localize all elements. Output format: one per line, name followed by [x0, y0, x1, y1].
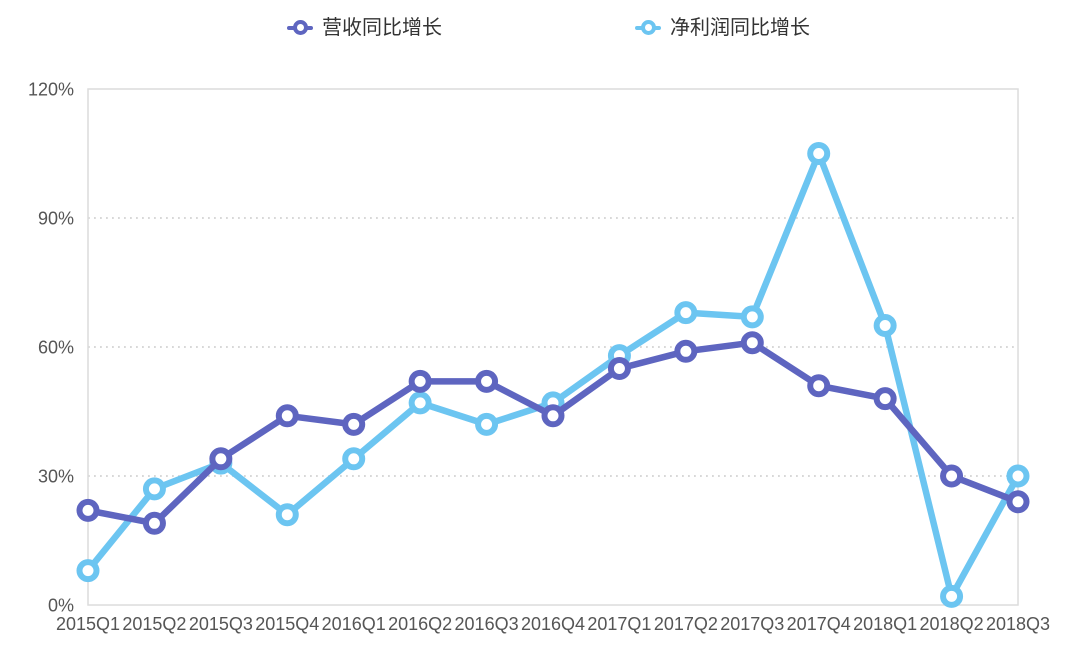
- y-axis-tick-label: 30%: [38, 467, 74, 487]
- legend-label: 净利润同比增长: [670, 17, 810, 39]
- data-point-net-profit-yoy-2017Q2[interactable]: [674, 301, 698, 325]
- data-point-net-profit-yoy-2018Q3[interactable]: [1006, 464, 1030, 488]
- x-axis-tick-label: 2018Q2: [920, 614, 984, 634]
- data-point-revenue-yoy-2016Q3[interactable]: [475, 369, 499, 393]
- line-hollow-circle-marker-icon: [287, 20, 313, 35]
- data-point-revenue-yoy-2015Q1[interactable]: [76, 498, 100, 522]
- data-point-net-profit-yoy-2017Q4[interactable]: [807, 142, 831, 165]
- legend: 营收同比增长 净利润同比增长: [0, 0, 1080, 52]
- y-axis-tick-label: 120%: [28, 80, 74, 100]
- x-axis-tick-label: 2015Q2: [122, 614, 186, 634]
- y-axis-tick-label: 90%: [38, 209, 74, 229]
- data-point-revenue-yoy-2018Q2[interactable]: [940, 464, 964, 488]
- data-point-revenue-yoy-2017Q3[interactable]: [740, 331, 764, 355]
- x-axis-tick-label: 2016Q3: [455, 614, 519, 634]
- data-point-net-profit-yoy-2016Q1[interactable]: [342, 447, 366, 471]
- data-point-revenue-yoy-2017Q1[interactable]: [607, 357, 631, 380]
- data-point-revenue-yoy-2015Q3[interactable]: [209, 447, 233, 471]
- x-axis-tick-label: 2016Q4: [521, 614, 585, 634]
- legend-item-revenue-yoy[interactable]: 营收同比增长: [287, 17, 442, 38]
- data-point-net-profit-yoy-2018Q1[interactable]: [873, 314, 897, 337]
- data-point-revenue-yoy-2018Q1[interactable]: [873, 387, 897, 411]
- x-axis-tick-label: 2018Q1: [853, 614, 917, 634]
- data-point-revenue-yoy-2016Q4[interactable]: [541, 404, 565, 428]
- legend-ring-swatch: [293, 20, 308, 35]
- data-point-revenue-yoy-2018Q3[interactable]: [1006, 490, 1030, 514]
- plot-border: [87, 88, 1019, 606]
- data-point-net-profit-yoy-2018Q2[interactable]: [940, 584, 964, 608]
- x-axis-tick-label: 2016Q2: [388, 614, 452, 634]
- data-point-revenue-yoy-2016Q2[interactable]: [408, 369, 432, 393]
- x-axis-tick-label: 2018Q3: [986, 614, 1050, 634]
- data-point-net-profit-yoy-2016Q2[interactable]: [408, 391, 432, 415]
- data-point-net-profit-yoy-2017Q3[interactable]: [740, 305, 764, 329]
- y-axis-tick-label: 0%: [48, 596, 74, 616]
- data-point-revenue-yoy-2017Q4[interactable]: [807, 374, 831, 398]
- x-axis-tick-label: 2017Q1: [587, 614, 651, 634]
- data-point-net-profit-yoy-2015Q2[interactable]: [142, 477, 166, 501]
- data-point-revenue-yoy-2015Q2[interactable]: [142, 511, 166, 535]
- series-line-net-profit-yoy: [84, 150, 1022, 600]
- legend-item-net-profit-yoy[interactable]: 净利润同比增长: [635, 17, 810, 38]
- x-axis-tick-label: 2017Q4: [787, 614, 851, 634]
- data-point-net-profit-yoy-2015Q4[interactable]: [275, 503, 299, 527]
- x-axis-tick-label: 2015Q3: [189, 614, 253, 634]
- x-axis-tick-label: 2017Q2: [654, 614, 718, 634]
- x-axis-tick-label: 2017Q3: [720, 614, 784, 634]
- data-point-net-profit-yoy-2015Q1[interactable]: [76, 559, 100, 583]
- data-point-revenue-yoy-2015Q4[interactable]: [275, 404, 299, 428]
- y-axis-tick-label: 60%: [38, 338, 74, 358]
- line-hollow-circle-marker-icon: [635, 20, 661, 35]
- x-axis-tick-label: 2015Q1: [56, 614, 120, 634]
- x-axis-tick-label: 2015Q4: [255, 614, 319, 634]
- legend-label: 营收同比增长: [322, 17, 442, 39]
- data-point-revenue-yoy-2017Q2[interactable]: [674, 339, 698, 363]
- data-point-revenue-yoy-2016Q1[interactable]: [342, 412, 366, 436]
- data-point-net-profit-yoy-2016Q3[interactable]: [475, 412, 499, 436]
- x-axis-tick-label: 2016Q1: [322, 614, 386, 634]
- legend-ring-swatch: [641, 20, 656, 35]
- series-line-revenue-yoy: [84, 339, 1022, 527]
